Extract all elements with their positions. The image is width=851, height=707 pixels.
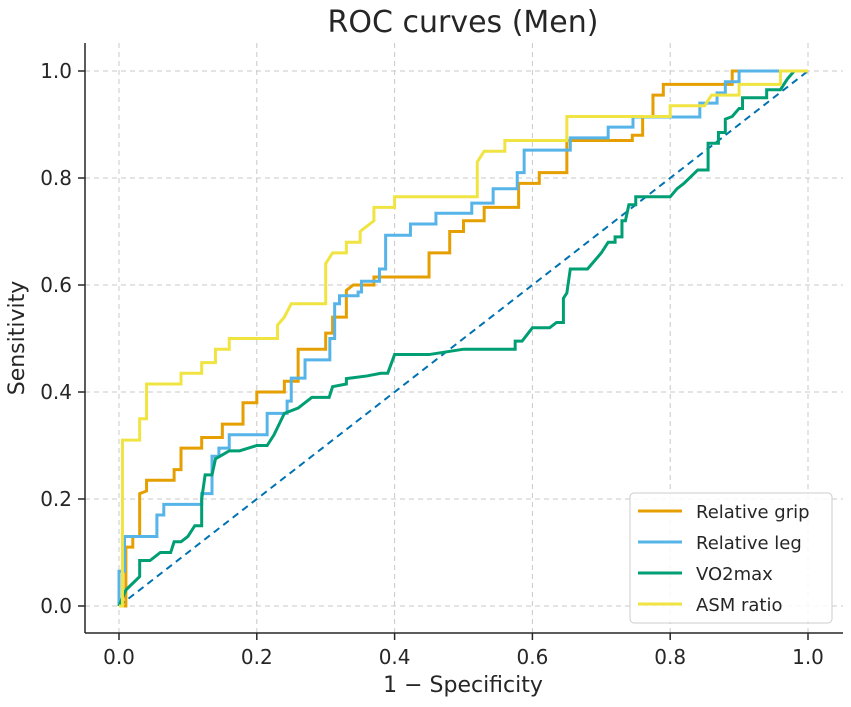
series-group — [117, 69, 808, 608]
y-tick-label: 0.8 — [40, 166, 72, 190]
legend: Relative grip Relative leg VO2max ASM ratio — [629, 492, 833, 624]
legend-label-asm-ratio: ASM ratio — [696, 595, 783, 616]
chance-line — [118, 70, 809, 607]
y-tick-label: 1.0 — [40, 59, 72, 83]
x-tick-label: 0.8 — [654, 645, 686, 669]
ticks: 0.0 0.2 0.4 0.6 0.8 1.0 0.0 0.2 0.4 0.6 0.8 1.0 — [40, 59, 824, 669]
series-line-asm-ratio — [119, 69, 808, 608]
y-axis-label: Sensitivity — [5, 281, 30, 396]
legend-box — [629, 492, 833, 624]
y-tick-label: 0.2 — [40, 487, 72, 511]
x-tick-label: 0.2 — [241, 645, 273, 669]
y-tick-label: 0.4 — [40, 380, 72, 404]
legend-label-relative-leg: Relative leg — [696, 533, 802, 554]
legend-label-relative-grip: Relative grip — [696, 502, 810, 523]
x-tick-label: 1.0 — [792, 645, 824, 669]
legend-label-vo2max: VO2max — [696, 564, 773, 585]
chart-title: ROC curves (Men) — [328, 5, 599, 40]
y-tick-label: 0.6 — [40, 273, 72, 297]
x-axis-label: 1 − Specificity — [383, 673, 543, 698]
x-tick-label: 0.0 — [103, 645, 135, 669]
x-tick-label: 0.4 — [379, 645, 411, 669]
x-tick-label: 0.6 — [516, 645, 548, 669]
series-line-vo2max — [117, 69, 808, 607]
series-line-relative-grip — [119, 69, 808, 608]
y-tick-label: 0.0 — [40, 594, 72, 618]
